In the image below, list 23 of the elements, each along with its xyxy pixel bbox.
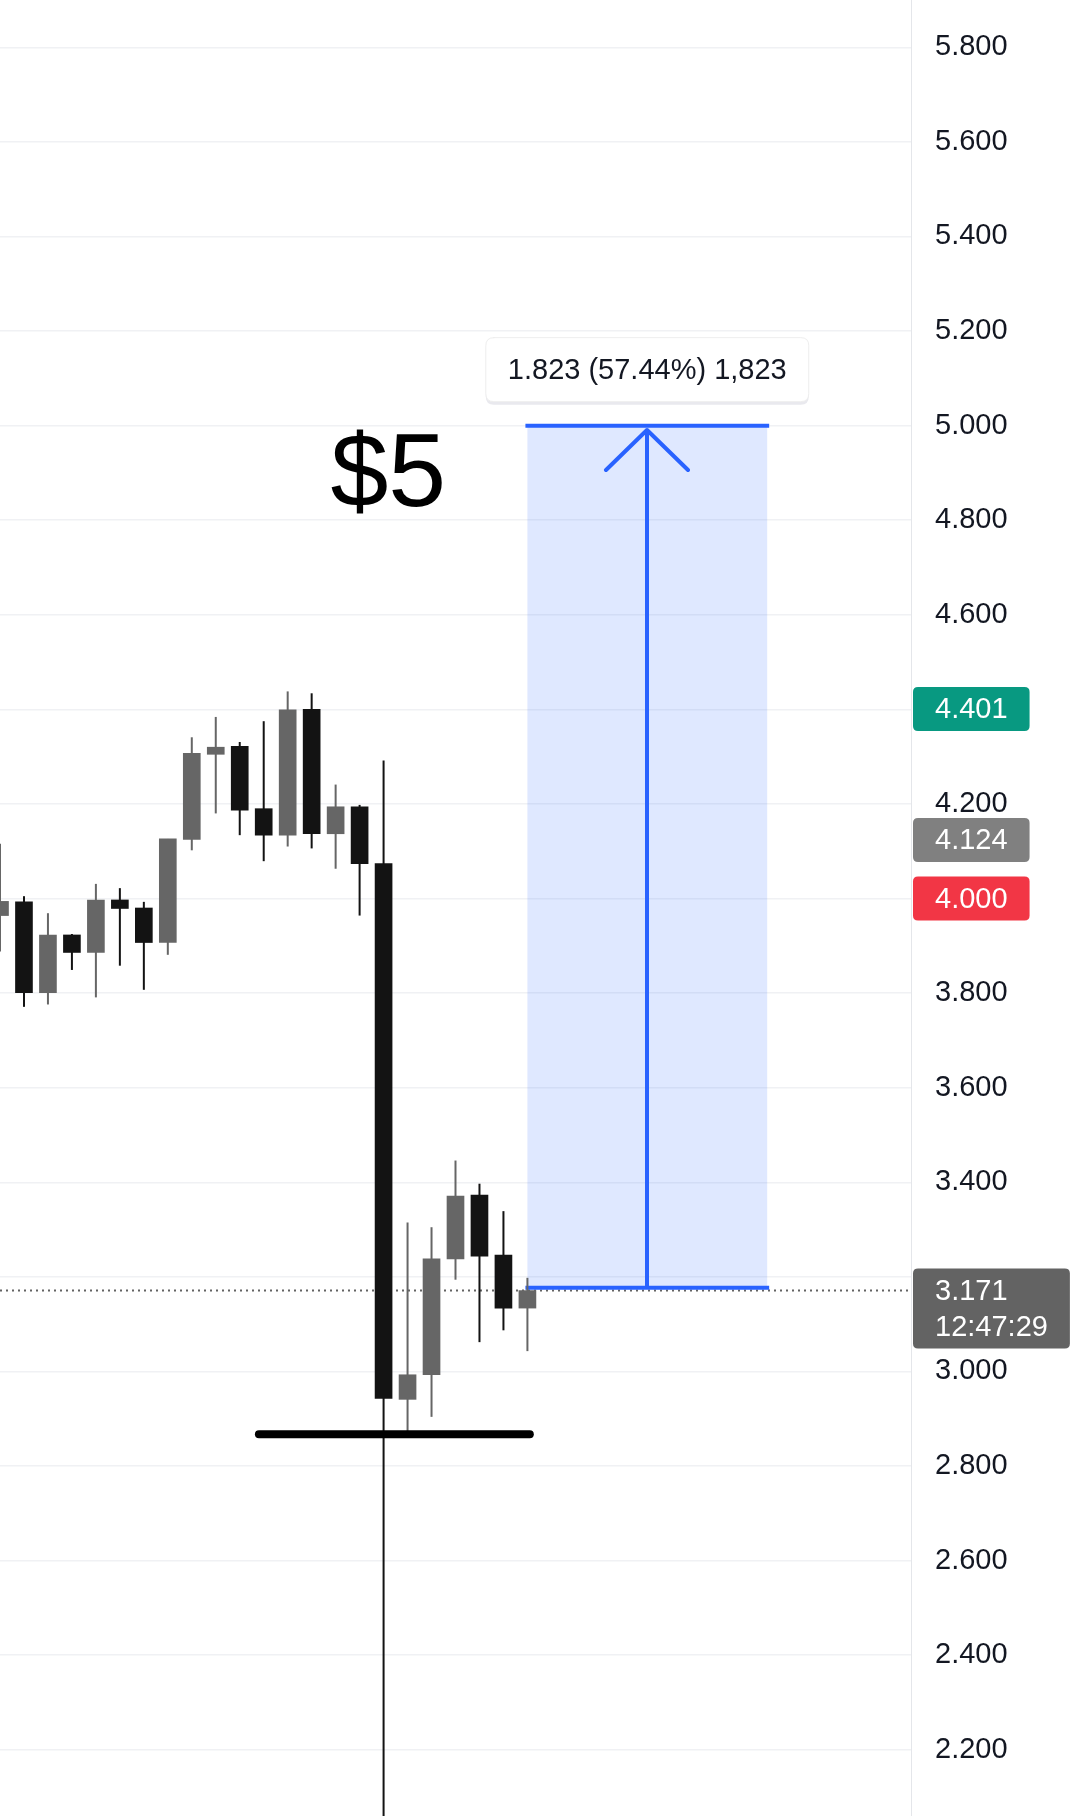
y-tick-label: 5.600 xyxy=(935,123,1008,156)
text: 4.124 xyxy=(935,823,1008,855)
y-tick-label: 4.600 xyxy=(935,596,1008,629)
text: 4.401 xyxy=(935,692,1008,724)
y-tick-label: 5.800 xyxy=(935,29,1008,62)
y-tick-label: 3.600 xyxy=(935,1069,1008,1102)
y-tick-label: 2.400 xyxy=(935,1637,1008,1670)
y-tick-label: 3.000 xyxy=(935,1353,1008,1386)
y-tick-label: 4.800 xyxy=(935,502,1008,535)
y-tick-label: 5.000 xyxy=(935,407,1008,440)
y-tick-label: 2.800 xyxy=(935,1448,1008,1481)
band-label: 1.823 (57.44%) 1,823 xyxy=(507,352,787,385)
annotation: $5 xyxy=(330,411,447,528)
y-tick-label: 5.400 xyxy=(935,218,1008,251)
y-tick-label: 3.800 xyxy=(935,975,1008,1008)
y-tick-label: 2.200 xyxy=(935,1731,1008,1764)
y-tick-label: 2.600 xyxy=(935,1542,1008,1575)
candlestick xyxy=(206,716,225,814)
y-tick-label: 5.200 xyxy=(935,313,1008,346)
y-tick-label: 3.400 xyxy=(935,1164,1008,1197)
ref-line-label: 3.171 12:47:29 xyxy=(935,1273,1048,1342)
y-tick-label: 4.200 xyxy=(935,785,1008,818)
text: 4.000 xyxy=(935,881,1008,914)
